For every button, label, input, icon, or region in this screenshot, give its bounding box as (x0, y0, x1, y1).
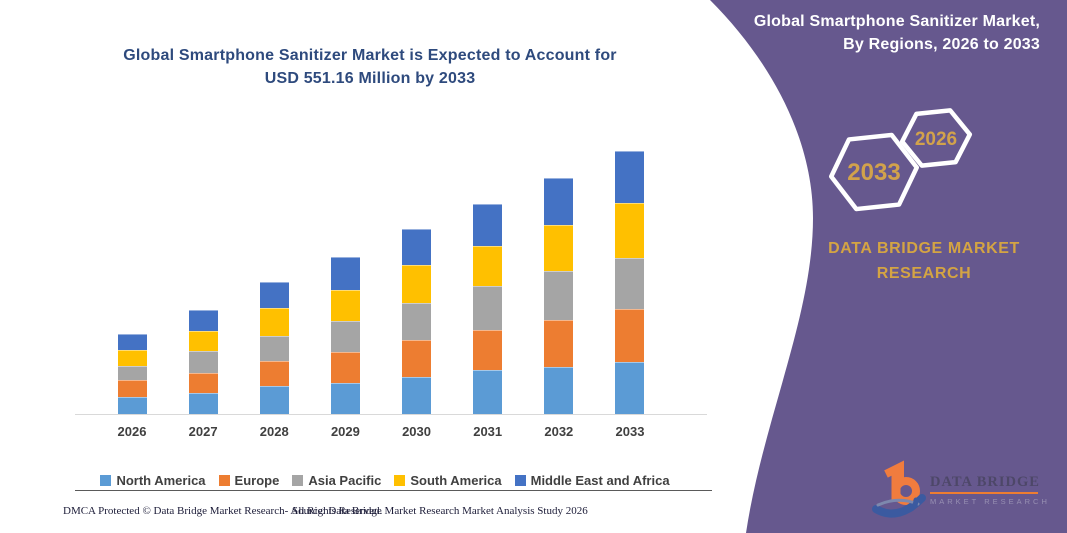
bar-segment-2027-north-america (188, 393, 218, 414)
bar-segment-2032-south-america (544, 225, 574, 272)
bar-segment-2027-middle-east-and-africa (188, 309, 218, 332)
bar-segment-2031-middle-east-and-africa (473, 203, 503, 246)
x-axis-line (75, 414, 707, 415)
purple-side-panel (710, 0, 1067, 533)
footer-source-text: Source: Data Bridge Market Research Mark… (292, 505, 588, 517)
legend-marker-icon (100, 474, 112, 486)
year-hexagons: 2033 2026 (828, 108, 973, 212)
bar-segment-2031-north-america (473, 370, 503, 414)
brand-wordmark-line2: RESEARCH (876, 265, 972, 282)
x-axis-label-2028: 2028 (259, 424, 289, 439)
bar-segment-2032-north-america (544, 366, 574, 414)
footer-divider (75, 490, 712, 491)
chart-title: Global Smartphone Sanitizer Market is Ex… (85, 44, 655, 90)
hexagon-2033-label: 2033 (847, 159, 900, 186)
x-axis-label-2033: 2033 (615, 424, 645, 439)
bar-segment-2028-asia-pacific (259, 335, 289, 361)
bar-segment-2032-middle-east-and-africa (544, 177, 574, 225)
bar-segment-2026-europe (117, 380, 147, 398)
legend-marker-icon (394, 474, 406, 486)
bar-segment-2030-europe (402, 339, 432, 377)
bar-segment-2029-middle-east-and-africa (330, 257, 360, 290)
bar-segment-2033-asia-pacific (615, 258, 645, 309)
bar-segment-2027-south-america (188, 331, 218, 352)
bar-segment-2031-europe (473, 329, 503, 371)
brand-wordmark-line1: DATA BRIDGE MARKET (828, 240, 1020, 257)
bar-segment-2030-middle-east-and-africa (402, 229, 432, 265)
legend-label: North America (116, 472, 206, 488)
bar-segment-2026-south-america (117, 350, 147, 367)
bar-segment-2029-south-america (330, 289, 360, 322)
bar-segment-2030-south-america (402, 264, 432, 303)
bar-segment-2028-middle-east-and-africa (259, 281, 289, 309)
legend-label: Asia Pacific (308, 472, 382, 488)
bar-segment-2032-europe (544, 319, 574, 367)
x-axis-label-2030: 2030 (402, 424, 431, 439)
data-bridge-logo: DATA BRIDGE MARKET RESEARCH (872, 460, 1050, 526)
legend-marker-icon (292, 474, 304, 486)
footer-dmca-text: DMCA Protected © Data Bridge Market Rese… (63, 505, 383, 517)
x-axis-label-2027: 2027 (188, 424, 218, 439)
legend-marker-icon (218, 474, 230, 486)
hexagon-2026-label: 2026 (915, 129, 957, 150)
legend-item-south-america: South America (394, 472, 502, 488)
bar-segment-2031-asia-pacific (473, 286, 503, 330)
legend-label: South America (410, 472, 502, 488)
bar-segment-2029-europe (330, 351, 360, 384)
x-axis-label-2032: 2032 (544, 424, 574, 439)
bar-segment-2030-asia-pacific (402, 302, 432, 340)
chart-title-line1: Global Smartphone Sanitizer Market is Ex… (123, 47, 617, 64)
bar-segment-2033-north-america (615, 361, 645, 414)
bar-segment-2029-asia-pacific (330, 321, 360, 352)
logo-b-icon (872, 460, 926, 518)
panel-title-line1: Global Smartphone Sanitizer Market, (753, 13, 1040, 30)
bar-segment-2027-asia-pacific (188, 351, 218, 373)
chart-title-line2: USD 551.16 Million by 2033 (264, 70, 476, 87)
chart-legend: North America Europe Asia Pacific South Ame… (75, 470, 695, 490)
panel-title: Global Smartphone Sanitizer Market, By R… (754, 10, 1040, 56)
legend-item-asia-pacific: Asia Pacific (292, 473, 381, 488)
hexagon-2026 (899, 108, 973, 168)
legend-item-north-america: North America (100, 472, 206, 488)
bar-segment-2028-europe (259, 360, 289, 387)
bar-segment-2028-south-america (259, 308, 289, 336)
logo-name-text: DATA BRIDGE (930, 474, 1040, 490)
x-axis-label-2026: 2026 (117, 424, 147, 439)
bar-segment-2033-south-america (615, 202, 645, 259)
bar-segment-2033-middle-east-and-africa (615, 150, 645, 203)
bar-segment-2033-europe (615, 308, 645, 362)
logo-orange-rule (930, 492, 1038, 494)
x-axis-label-2029: 2029 (330, 424, 360, 439)
legend-label: Europe (234, 472, 280, 488)
logo-subtitle-text: MARKET RESEARCH (930, 497, 1050, 506)
bar-segment-2027-europe (188, 372, 218, 394)
bar-segment-2030-north-america (402, 376, 432, 414)
legend-item-middle-east-and-africa: Middle East and Africa (514, 472, 670, 488)
bar-segment-2031-south-america (473, 245, 503, 287)
bar-segment-2029-north-america (330, 383, 360, 414)
x-axis-label-2031: 2031 (473, 424, 503, 439)
bar-segment-2032-asia-pacific (544, 271, 574, 320)
bar-segment-2026-north-america (117, 397, 147, 414)
legend-marker-icon (514, 474, 526, 486)
bar-segment-2026-asia-pacific (117, 366, 147, 381)
purple-panel-shape (710, 0, 1067, 533)
brand-wordmark: DATA BRIDGE MARKET RESEARCH (804, 236, 1044, 286)
bar-segment-2026-middle-east-and-africa (117, 334, 147, 351)
panel-title-line2: By Regions, 2026 to 2033 (843, 36, 1040, 53)
legend-item-europe: Europe (218, 472, 280, 488)
hexagon-2033 (828, 132, 920, 212)
legend-label: Middle East and Africa (530, 472, 670, 488)
bar-segment-2028-north-america (259, 386, 289, 414)
